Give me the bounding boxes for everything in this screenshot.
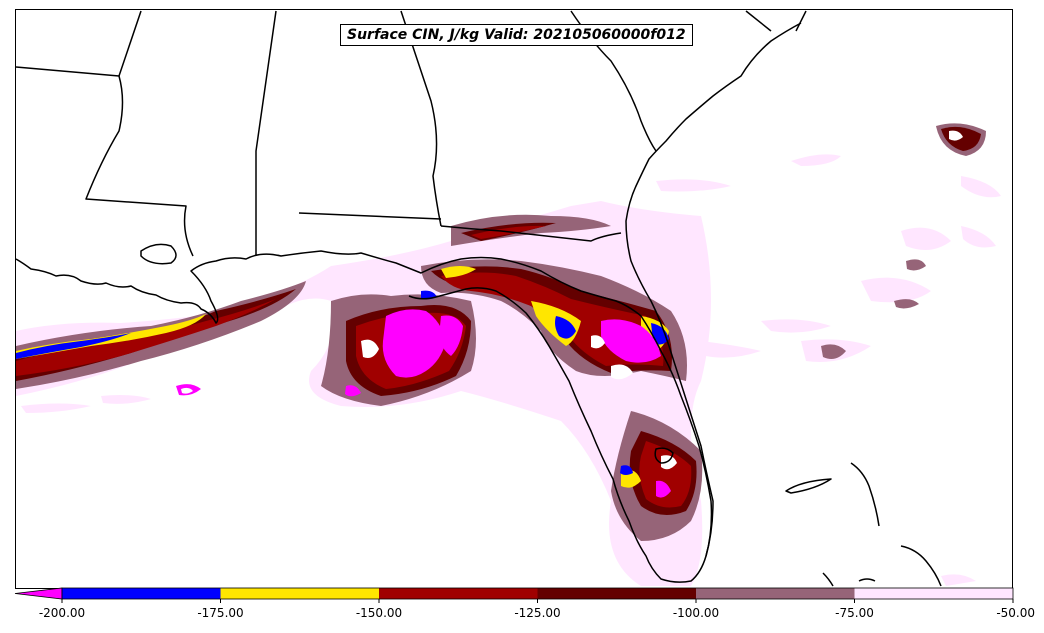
state-border-fl-al: [298, 212, 442, 220]
colorbar-bin: [854, 588, 1013, 599]
colorbar-bin: [220, 588, 379, 599]
cin-map: [16, 10, 1001, 587]
colorbar-tick-label: -100.00: [673, 606, 719, 620]
colorbar-bins: [14, 587, 1014, 600]
colorbar: -200.00 -175.00 -150.00 -125.00 -100.00 -75.0…: [14, 587, 1035, 620]
bahamas-island-3: [900, 545, 942, 587]
map-title: Surface CIN, J/kg Valid: 202105060000f01…: [340, 24, 693, 46]
colorbar-tick-label: -75.00: [835, 606, 874, 620]
cin-field-holes: [181, 130, 963, 470]
colorbar-bin: [62, 588, 221, 599]
lake-okeechobee: [654, 447, 674, 464]
bahamas-island-5: [858, 578, 876, 582]
bahamas-island-2: [850, 462, 880, 527]
state-border-sc-east: [795, 10, 807, 32]
bahamas-island-4: [822, 572, 834, 587]
colorbar-under-extension: [14, 587, 63, 600]
colorbar-tick-label: -175.00: [197, 606, 243, 620]
state-border-nc-sc: [745, 10, 772, 32]
cin-contours: [16, 123, 1001, 586]
state-border-ga-al-east: [400, 10, 442, 227]
colorbar-tick-label: -125.00: [514, 606, 560, 620]
gulf-coastline: [16, 250, 713, 583]
map-panel: Surface CIN, J/kg Valid: 202105060000f01…: [15, 9, 1013, 589]
colorbar-bin: [696, 588, 855, 599]
colorbar-bin: [537, 588, 696, 599]
colorbar-tick-label: -50.00: [996, 606, 1035, 620]
colorbar-ticks: -200.00 -175.00 -150.00 -125.00 -100.00 -75.0…: [39, 599, 1035, 620]
state-border-ms-al: [118, 10, 142, 77]
cin-field-magenta: [176, 309, 671, 498]
lake-pontchartrain: [140, 243, 177, 265]
atlantic-coastline: [625, 22, 802, 557]
state-border-al-ga: [255, 10, 277, 256]
state-border-fl-ga: [440, 225, 622, 242]
colorbar-tick-label: -150.00: [356, 606, 402, 620]
colorbar-tick-label: -200.00: [39, 606, 85, 620]
state-border-la-ms: [16, 66, 194, 257]
bahamas-island-1: [785, 478, 832, 494]
map-outlines: [16, 10, 942, 587]
colorbar-bin: [379, 588, 538, 599]
